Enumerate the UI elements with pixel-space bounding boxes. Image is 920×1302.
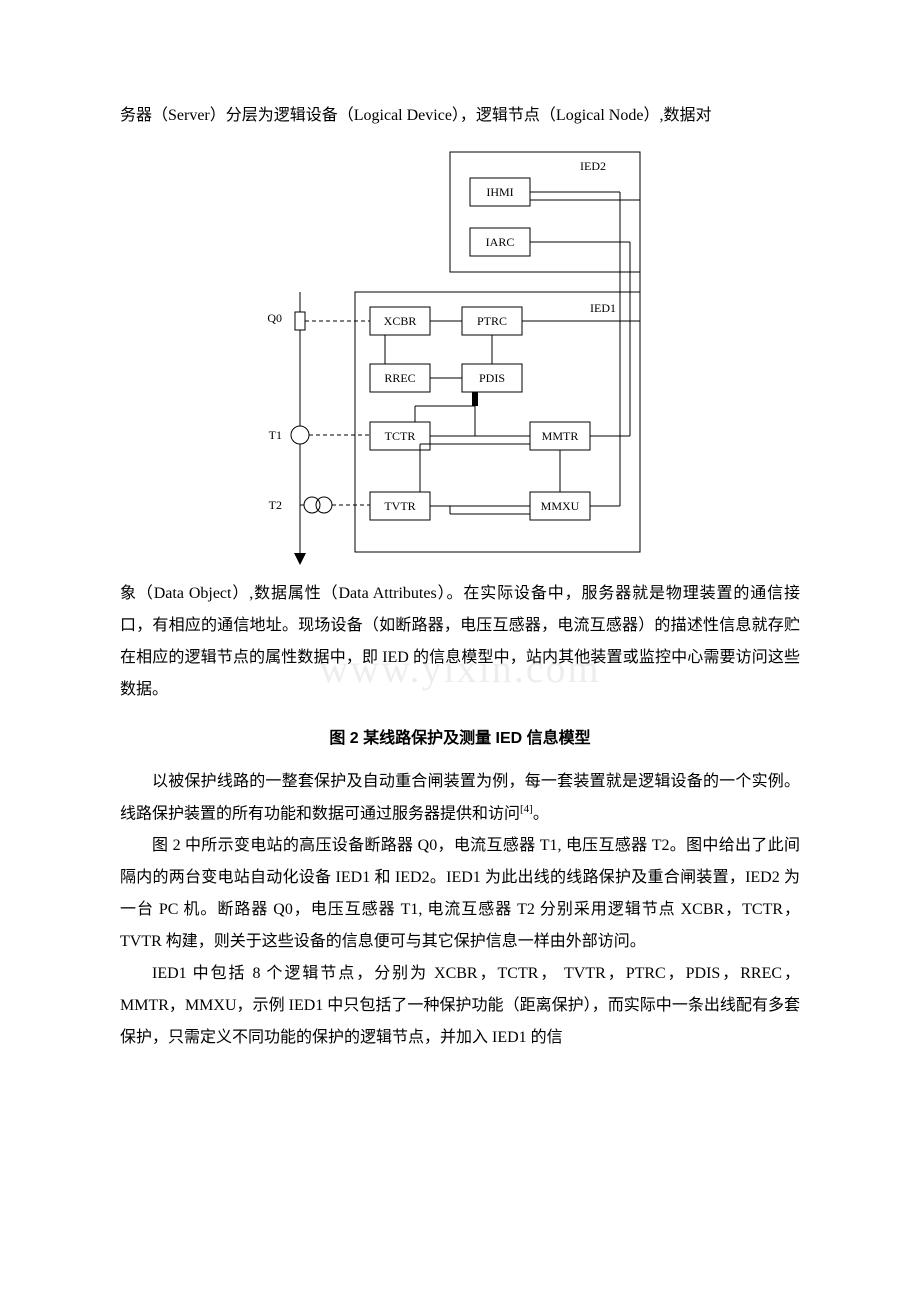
svg-text:TCTR: TCTR <box>385 429 416 443</box>
paragraph-4: 图 2 中所示变电站的高压设备断路器 Q0，电流互感器 T1, 电压互感器 T2… <box>120 830 800 958</box>
svg-text:Q0: Q0 <box>267 311 282 325</box>
svg-text:TVTR: TVTR <box>384 499 415 513</box>
svg-text:IHMI: IHMI <box>486 185 513 199</box>
svg-text:T2: T2 <box>269 498 282 512</box>
svg-text:IED2: IED2 <box>580 159 606 173</box>
paragraph-3: 以被保护线路的一整套保护及自动重合闸装置为例，每一套装置就是逻辑设备的一个实例。… <box>120 766 800 830</box>
paragraph-2: 象（Data Object）,数据属性（Data Attributes）。在实际… <box>120 578 800 706</box>
diagram-svg: IED2 IHMI IARC IED1 XCBR PTRC RREC PDIS TCTR MMTR… <box>260 142 660 572</box>
figure-2-caption: 图 2 某线路保护及测量 IED 信息模型 <box>120 724 800 748</box>
svg-text:RREC: RREC <box>384 371 415 385</box>
paragraph-1: 务器（Server）分层为逻辑设备（Logical Device），逻辑节点（L… <box>120 100 800 132</box>
paragraph-5: IED1 中包括 8 个逻辑节点，分别为 XCBR，TCTR， TVTR，PTR… <box>120 958 800 1054</box>
svg-text:T1: T1 <box>269 428 282 442</box>
citation-4: [4] <box>520 803 533 815</box>
svg-text:IED1: IED1 <box>590 301 616 315</box>
p3-text: 以被保护线路的一整套保护及自动重合闸装置为例，每一套装置就是逻辑设备的一个实例。… <box>120 773 800 822</box>
svg-text:IARC: IARC <box>486 235 515 249</box>
p3-end: 。 <box>533 805 549 822</box>
figure-2-diagram: IED2 IHMI IARC IED1 XCBR PTRC RREC PDIS TCTR MMTR… <box>120 142 800 572</box>
svg-text:PDIS: PDIS <box>479 371 505 385</box>
svg-text:MMTR: MMTR <box>542 429 579 443</box>
svg-text:MMXU: MMXU <box>541 499 580 513</box>
svg-text:PTRC: PTRC <box>477 314 507 328</box>
svg-text:XCBR: XCBR <box>384 314 417 328</box>
